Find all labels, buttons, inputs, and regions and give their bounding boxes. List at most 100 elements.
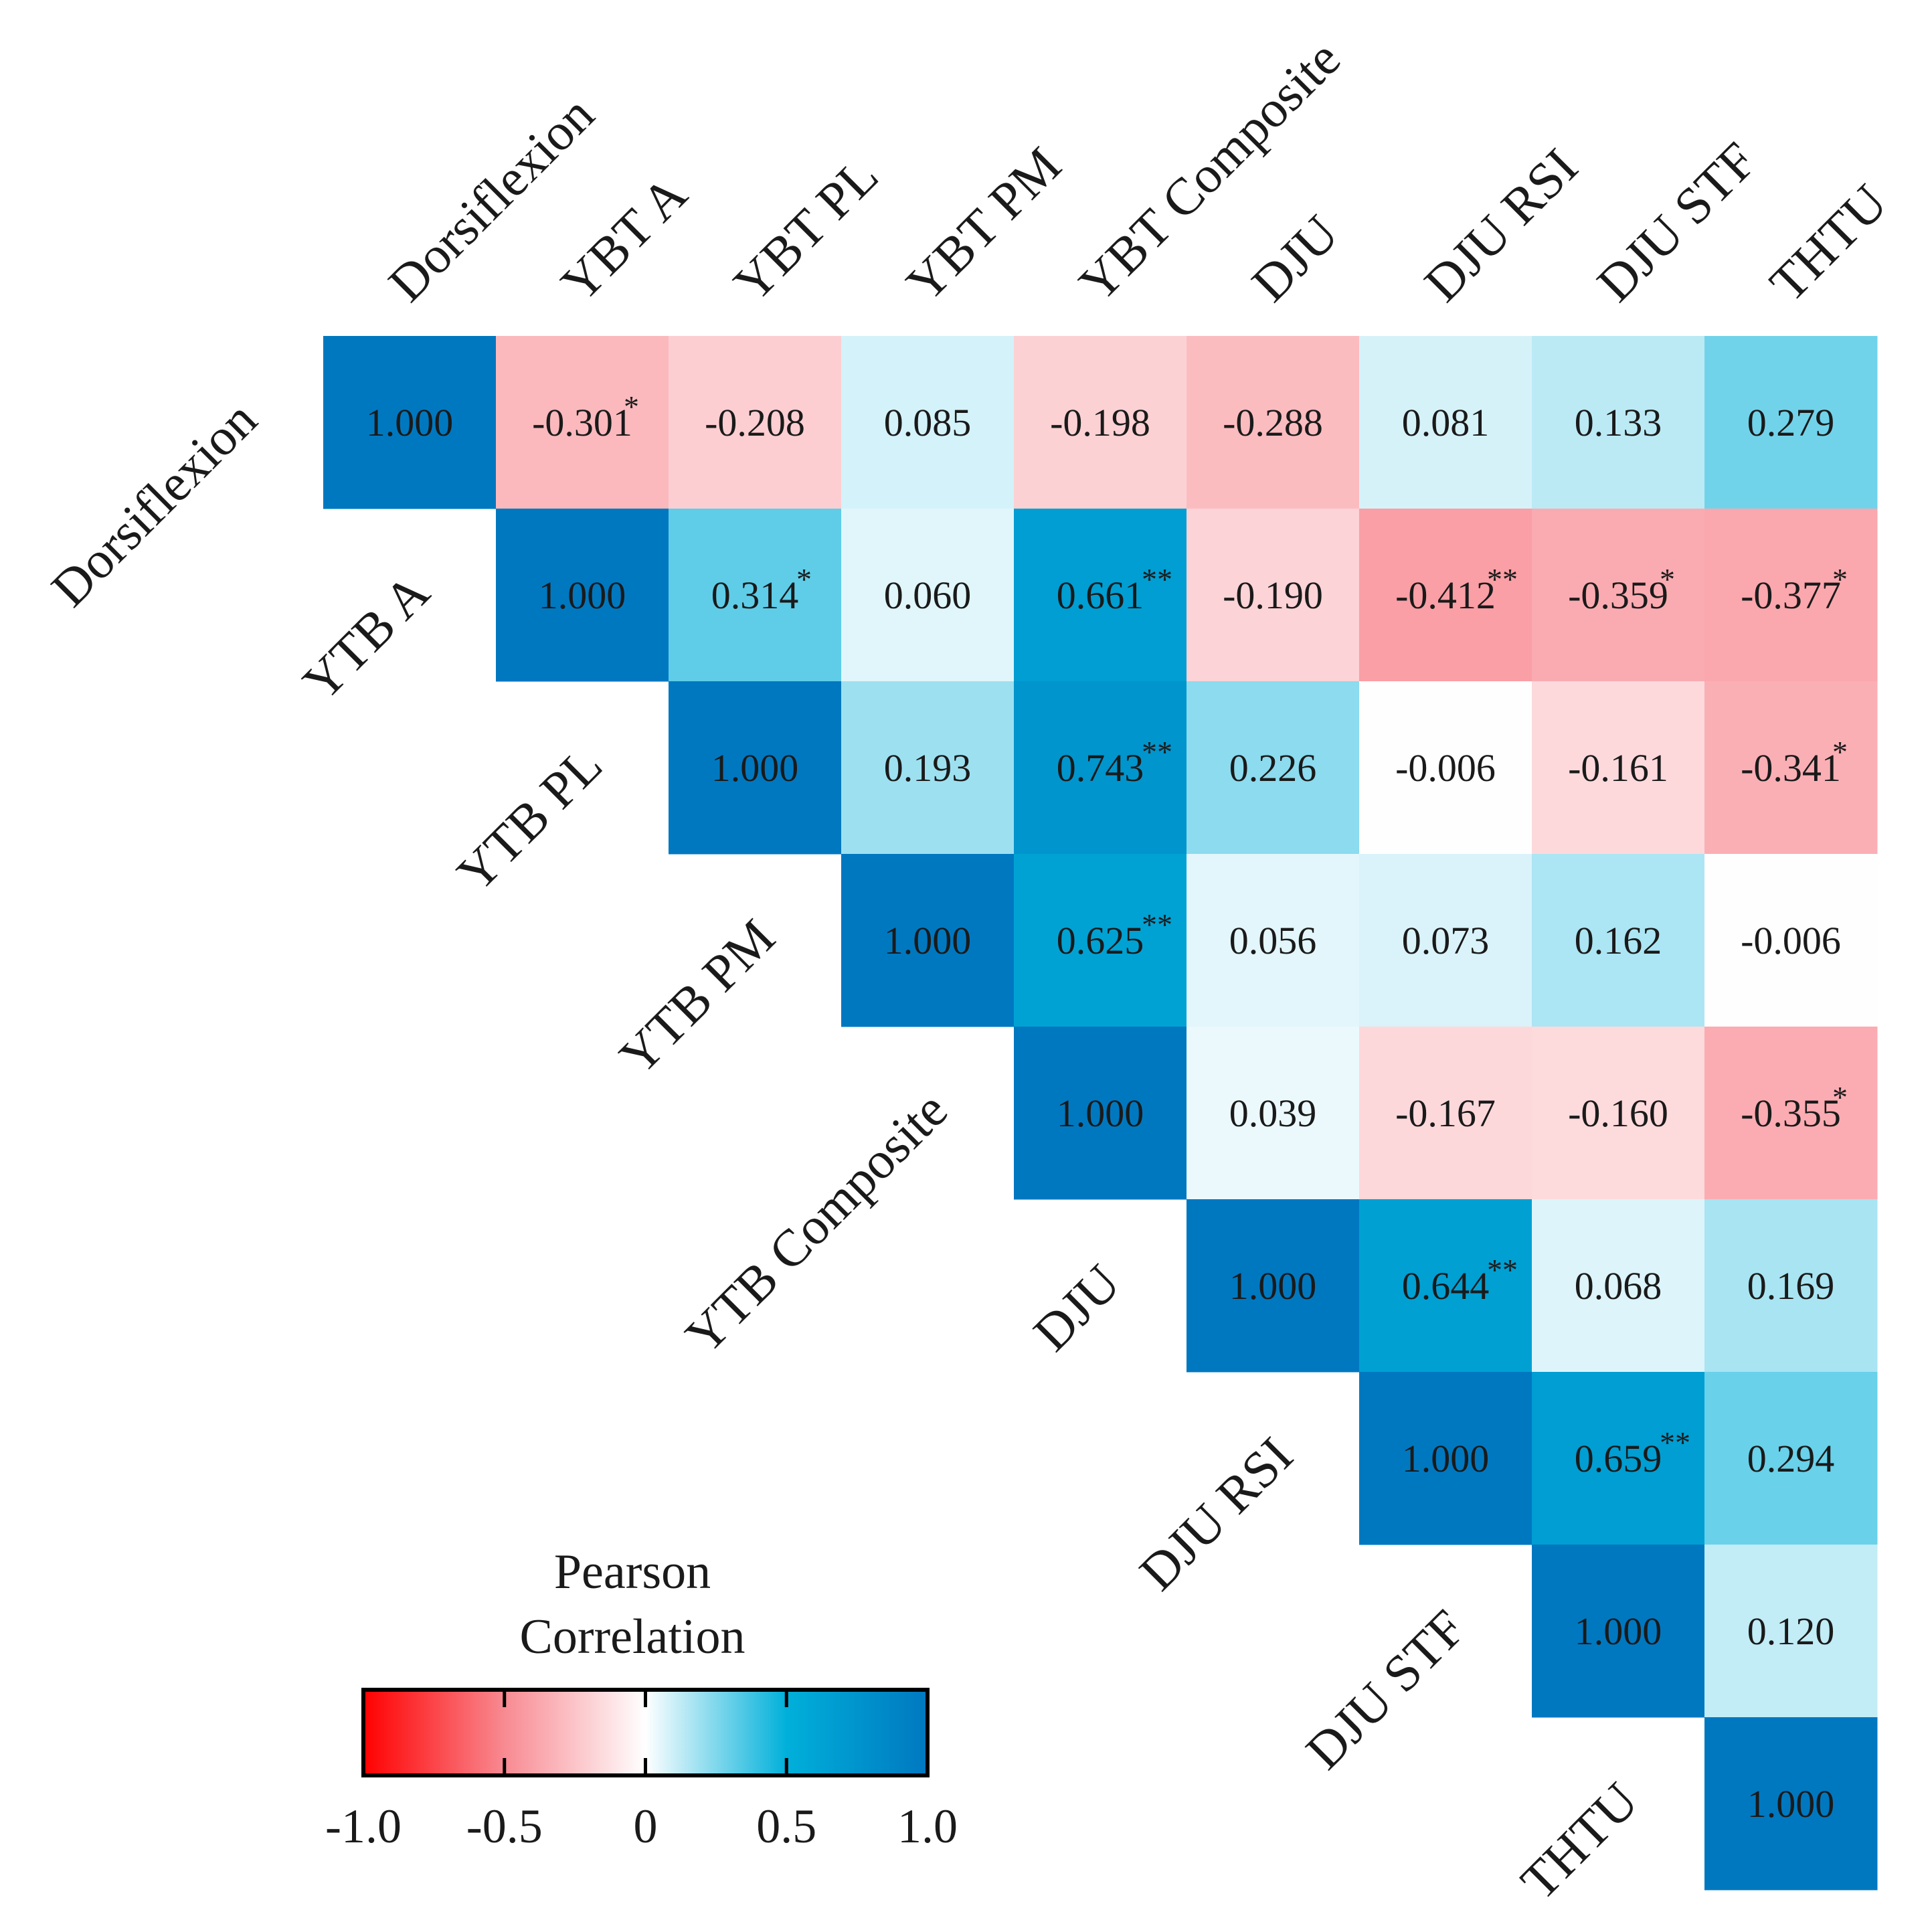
heatmap-cell-r1-c1 <box>496 509 669 682</box>
colorbar-tick-label-3: 0.5 <box>756 1800 816 1853</box>
cell-value-r7-c8: 0.120 <box>1747 1609 1835 1653</box>
heatmap-cell-r2-c7 <box>1532 681 1705 855</box>
column-label-8: THTU <box>1759 173 1899 313</box>
heatmap-cell-r4-c6 <box>1359 1027 1532 1200</box>
heatmap-cell-r4-c5 <box>1187 1027 1360 1200</box>
significance-marker-r1-c4: ** <box>1142 562 1172 596</box>
heatmap-cell-r2-c6 <box>1359 681 1532 855</box>
column-label-5: DJU <box>1241 203 1350 313</box>
cell-value-r0-c2: -0.208 <box>705 401 805 444</box>
cell-value-r3-c6: 0.073 <box>1402 919 1490 962</box>
cell-value-r6-c7: 0.659 <box>1575 1437 1662 1480</box>
colorbar-tick-label-0: -1.0 <box>325 1800 402 1853</box>
row-label-4: YTB Composite <box>674 1081 958 1365</box>
cell-value-r1-c7: -0.359 <box>1568 574 1668 617</box>
cell-value-r0-c7: 0.133 <box>1575 401 1662 444</box>
heatmap-cell-r0-c3 <box>841 336 1015 509</box>
heatmap-cell-r7-c7 <box>1532 1545 1705 1718</box>
cell-value-r4-c6: -0.167 <box>1395 1091 1496 1135</box>
cell-value-r5-c7: 0.068 <box>1575 1264 1662 1308</box>
significance-marker-r2-c8: * <box>1832 735 1848 769</box>
cell-value-r0-c1: -0.301 <box>532 401 632 444</box>
heatmap-cell-r1-c7 <box>1532 509 1705 682</box>
heatmap-cell-r0-c4 <box>1014 336 1187 509</box>
cell-value-r1-c8: -0.377 <box>1741 574 1841 617</box>
cell-value-r2-c3: 0.193 <box>884 746 972 790</box>
row-label-7: DJU STF <box>1295 1599 1476 1780</box>
heatmap-cell-r0-c1 <box>496 336 669 509</box>
heatmap-cell-r2-c8 <box>1704 681 1878 855</box>
heatmap-cell-r3-c6 <box>1359 854 1532 1027</box>
column-label-2: YBT PL <box>723 146 889 313</box>
heatmap-cell-r1-c3 <box>841 509 1015 682</box>
heatmap-cell-r3-c8 <box>1704 854 1878 1027</box>
row-label-3: YTB PM <box>608 908 786 1085</box>
cell-value-r0-c8: 0.279 <box>1747 401 1835 444</box>
significance-marker-r2-c4: ** <box>1142 735 1172 769</box>
significance-marker-r1-c8: * <box>1832 562 1848 596</box>
significance-marker-r1-c6: ** <box>1487 562 1518 596</box>
significance-marker-r3-c4: ** <box>1142 907 1172 942</box>
column-label-7: DJU STF <box>1586 131 1767 313</box>
heatmap-cell-r5-c8 <box>1704 1199 1878 1373</box>
heatmap-cell-r5-c6 <box>1359 1199 1532 1373</box>
column-label-6: DJU RSI <box>1413 137 1589 313</box>
heatmap-cell-r0-c7 <box>1532 336 1705 509</box>
heatmap-cell-r6-c6 <box>1359 1372 1532 1545</box>
cell-value-r7-c7: 1.000 <box>1575 1609 1662 1653</box>
heatmap-cell-r2-c3 <box>841 681 1015 855</box>
cell-value-r5-c8: 0.169 <box>1747 1264 1835 1308</box>
cell-value-r3-c7: 0.162 <box>1575 919 1662 962</box>
colorbar-title-line-2: Correlation <box>519 1609 745 1664</box>
cell-value-r1-c2: 0.314 <box>711 574 799 617</box>
row-label-8: THTU <box>1509 1771 1649 1911</box>
heatmap-cell-r1-c8 <box>1704 509 1878 682</box>
heatmap-cell-r2-c5 <box>1187 681 1360 855</box>
row-label-0: Dorsiflexion <box>40 390 268 618</box>
colorbar-tick-label-4: 1.0 <box>897 1800 958 1853</box>
heatmap-cell-r0-c0 <box>323 336 497 509</box>
row-label-2: YTB PL <box>446 735 613 903</box>
heatmap-cells: 1.000 -0.301* -0.208 0.085 -0.198 -0.288 0.081… <box>323 336 1878 1891</box>
heatmap-cell-r1-c5 <box>1187 509 1360 682</box>
cell-value-r2-c5: 0.226 <box>1229 746 1317 790</box>
heatmap-cell-r0-c2 <box>669 336 842 509</box>
heatmap-cell-r3-c7 <box>1532 854 1705 1027</box>
colorbar-ticks: -1.0 -0.5 0 0.5 1.0 <box>325 1690 958 1853</box>
heatmap-cell-r1-c6 <box>1359 509 1532 682</box>
cell-value-r1-c6: -0.412 <box>1395 574 1496 617</box>
heatmap-cell-r0-c8 <box>1704 336 1878 509</box>
heatmap-cell-r0-c5 <box>1187 336 1360 509</box>
column-label-3: YBT PM <box>895 136 1072 313</box>
row-label-1: YTB A <box>292 563 440 711</box>
heatmap-cell-r2-c4 <box>1014 681 1187 855</box>
cell-value-r3-c8: -0.006 <box>1741 919 1841 962</box>
cell-value-r0-c6: 0.081 <box>1402 401 1490 444</box>
colorbar-tick-label-1: -0.5 <box>466 1800 543 1853</box>
heatmap-cell-r4-c4 <box>1014 1027 1187 1200</box>
heatmap-cell-r2-c2 <box>669 681 842 855</box>
significance-marker-r0-c1: * <box>624 389 639 424</box>
cell-value-r5-c6: 0.644 <box>1402 1264 1490 1308</box>
cell-value-r1-c3: 0.060 <box>884 574 972 617</box>
heatmap-cell-r1-c4 <box>1014 509 1187 682</box>
heatmap-cell-r0-c6 <box>1359 336 1532 509</box>
cell-value-r1-c1: 1.000 <box>539 574 626 617</box>
heatmap-cell-r3-c5 <box>1187 854 1360 1027</box>
cell-value-r2-c2: 1.000 <box>711 746 799 790</box>
heatmap-cell-r5-c5 <box>1187 1199 1360 1373</box>
cell-value-r1-c4: 0.661 <box>1057 574 1144 617</box>
heatmap-cell-r6-c7 <box>1532 1372 1705 1545</box>
heatmap-cell-r4-c7 <box>1532 1027 1705 1200</box>
colorbar-title-line-1: Pearson <box>554 1545 711 1599</box>
cell-value-r0-c3: 0.085 <box>884 401 972 444</box>
column-label-1: YBT A <box>550 165 698 313</box>
cell-value-r3-c3: 1.000 <box>884 919 972 962</box>
cell-value-r8-c8: 1.000 <box>1747 1782 1835 1826</box>
heatmap-cell-r3-c3 <box>841 854 1015 1027</box>
cell-value-r1-c5: -0.190 <box>1223 574 1323 617</box>
heatmap-cell-r5-c7 <box>1532 1199 1705 1373</box>
row-label-6: DJU RSI <box>1128 1426 1304 1601</box>
